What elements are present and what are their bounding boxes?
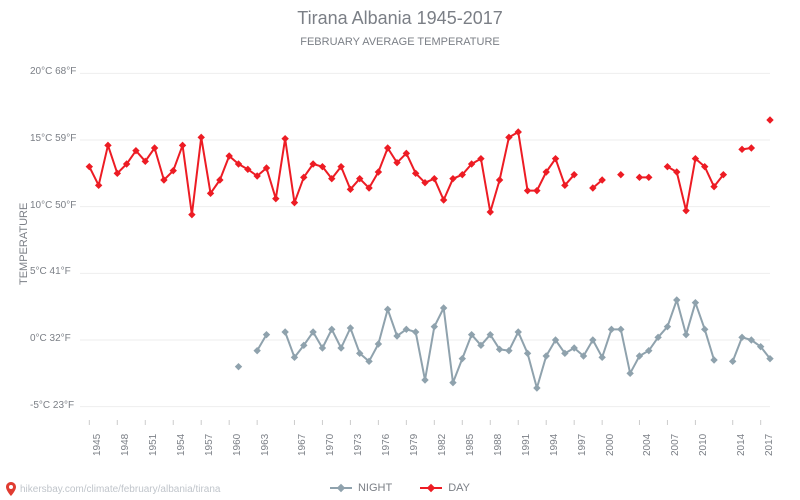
source-text: hikersbay.com/climate/february/albania/t… [20,484,220,495]
x-tick-label: 1979 [409,434,420,456]
x-tick-label: 1951 [148,434,159,456]
source-attribution: hikersbay.com/climate/february/albania/t… [6,482,220,496]
legend-swatch-night [330,487,352,489]
x-tick-label: 1994 [549,434,560,456]
x-tick-label: 1963 [260,434,271,456]
x-tick-label: 1973 [353,434,364,456]
x-tick-label: 1997 [577,434,588,456]
map-pin-icon [6,482,16,496]
x-tick-label: 1970 [325,434,336,456]
x-tick-label: 2004 [642,434,653,456]
legend-swatch-day [420,487,442,489]
x-tick-label: 2000 [605,434,616,456]
legend-label-night: NIGHT [358,482,392,494]
legend-item-day: DAY [420,482,470,494]
x-tick-label: 1957 [204,434,215,456]
temperature-chart: Tirana Albania 1945-2017 FEBRUARY AVERAG… [0,0,800,500]
x-tick-label: 1948 [120,434,131,456]
x-tick-label: 1988 [493,434,504,456]
x-tick-label: 1982 [437,434,448,456]
x-tick-label: 1954 [176,434,187,456]
legend-item-night: NIGHT [330,482,392,494]
x-tick-label: 1960 [232,434,243,456]
x-tick-label: 1991 [521,434,532,456]
x-tick-label: 2014 [736,434,747,456]
x-tick-label: 1985 [465,434,476,456]
x-tick-label: 1976 [381,434,392,456]
x-tick-label: 2017 [764,434,775,456]
plot-area [0,0,800,500]
y-tick-label: 15°C 59°F [30,133,76,144]
x-tick-label: 2007 [670,434,681,456]
x-tick-label: 2010 [698,434,709,456]
y-tick-label: 20°C 68°F [30,66,76,77]
x-tick-label: 1945 [92,434,103,456]
x-tick-label: 1967 [297,434,308,456]
y-tick-label: 0°C 32°F [30,333,71,344]
y-tick-label: -5°C 23°F [30,400,74,411]
y-tick-label: 5°C 41°F [30,266,71,277]
legend-label-day: DAY [448,482,470,494]
y-tick-label: 10°C 50°F [30,200,76,211]
